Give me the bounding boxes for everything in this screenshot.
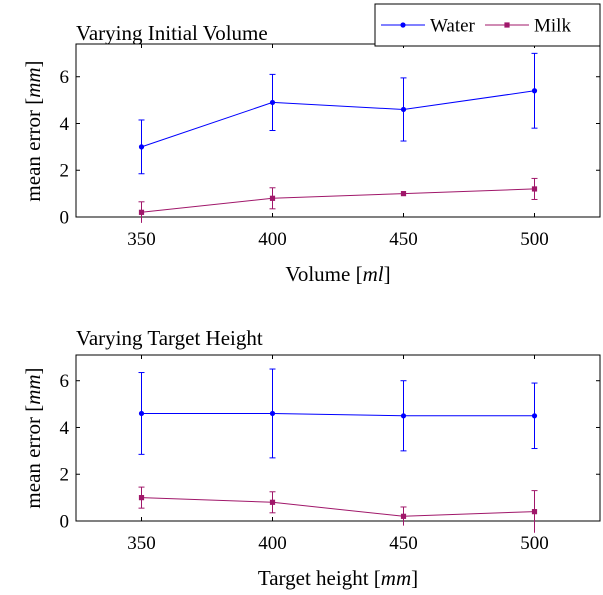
x-axis-label: Volume [ml] [285, 262, 390, 286]
chart-varying-target-height: Varying Target Height 350 400 450 500 0 2 4 6 T… [21, 326, 601, 590]
point-milk [138, 209, 145, 215]
y-tick-label: 4 [60, 114, 70, 135]
chart-title: Varying Initial Volume [76, 21, 268, 45]
x-tick-label: 500 [520, 533, 549, 554]
point-water [138, 144, 145, 150]
chart-title: Varying Target Height [76, 326, 263, 350]
point-milk [531, 186, 538, 192]
point-milk [400, 513, 407, 519]
x-tick-label: 350 [127, 229, 156, 250]
x-axis-label: Target height [mm] [258, 566, 418, 590]
series-line-milk [141, 188, 535, 213]
legend-label-milk: Milk [534, 16, 571, 37]
x-tick-label: 400 [258, 229, 287, 250]
x-tick-label: 350 [127, 533, 156, 554]
series-line-milk [141, 497, 535, 517]
point-milk [269, 499, 276, 505]
tick-layer: 350 400 450 500 0 2 4 6 [60, 355, 600, 554]
y-tick-label: 6 [60, 371, 70, 392]
point-water [138, 410, 145, 417]
x-tick-label: 450 [389, 229, 418, 250]
point-water [531, 88, 538, 94]
y-tick-label: 0 [60, 208, 70, 229]
y-tick-label: 2 [60, 465, 70, 486]
legend-items: Water Milk [381, 16, 571, 37]
y-axis-label: mean error [mm] [21, 60, 45, 201]
y-axis-label: mean error [mm] [21, 367, 45, 508]
mark-layer [138, 52, 538, 223]
point-milk [531, 509, 538, 515]
y-tick-label: 2 [60, 161, 70, 182]
legend: Water Milk [374, 3, 601, 47]
point-water [400, 413, 407, 419]
point-water [400, 106, 407, 113]
chart-varying-initial-volume: Varying Initial Volume 350 400 450 5000246 … [21, 21, 601, 286]
x-tick-label: 450 [389, 533, 418, 554]
series-line-water [141, 413, 535, 417]
point-milk [138, 495, 145, 501]
point-milk [400, 191, 407, 197]
x-tick-label: 400 [258, 533, 287, 554]
y-tick-label: 4 [60, 418, 70, 439]
series-line-water [141, 90, 535, 148]
tick-layer: 350 400 450 500 0 2 4 6 [60, 44, 600, 250]
y-tick-label: 0 [60, 512, 70, 533]
x-tick-label: 500 [520, 229, 549, 250]
y-tick-label: 6 [60, 67, 70, 88]
point-milk [269, 195, 276, 201]
point-water [269, 410, 276, 417]
plot-frame [75, 354, 601, 522]
plot-frame [75, 43, 601, 218]
legend-marker-milk [504, 22, 510, 28]
legend-marker-water [400, 22, 406, 28]
point-water [531, 413, 538, 419]
mark-layer [138, 368, 538, 533]
legend-label-water: Water [430, 16, 476, 37]
point-water [269, 99, 276, 106]
